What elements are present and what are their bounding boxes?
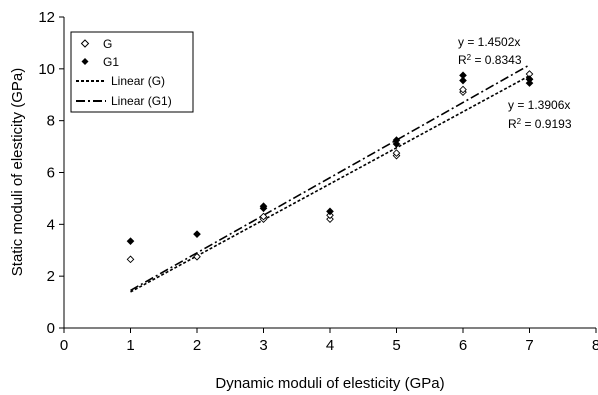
- trendline-linear-g1: [130, 64, 530, 292]
- legend-label-linear-g1: Linear (G1): [111, 94, 172, 108]
- g-data-point: [193, 252, 201, 261]
- x-tick-label: 2: [193, 337, 201, 354]
- g1-data-point: [459, 71, 467, 80]
- legend-filled-diamond-icon: [81, 58, 89, 65]
- y-axis-ticks: 0 2 4 6 8 10 12: [38, 9, 64, 337]
- g1-data-point: [525, 79, 534, 87]
- trend-g-equation: y = 1.3906x R2 = 0.9193: [508, 98, 572, 131]
- x-tick-label: 7: [525, 337, 533, 354]
- g1-data-point: [392, 136, 401, 144]
- trend-g-r2-text: R2 = 0.9193: [508, 117, 572, 132]
- trend-g1-equation: y = 1.4502x R2 = 0.8343: [458, 35, 522, 67]
- legend-item-g1: G1: [81, 55, 119, 69]
- g-data-point: [126, 255, 135, 264]
- trend-g1-r2-text: R2 = 0.8343: [458, 53, 522, 68]
- g1-data-point: [193, 230, 201, 239]
- legend-label-g: G: [103, 37, 112, 51]
- g1-data-point: [259, 202, 268, 211]
- g1-data-point: [126, 237, 135, 246]
- y-tick-label: 8: [47, 113, 55, 130]
- g-data-point: [326, 211, 334, 220]
- legend: G G1 Linear (G) Linear (G1): [70, 31, 194, 113]
- g1-data-point: [326, 207, 334, 216]
- x-tick-label: 5: [392, 337, 400, 354]
- g1-data-point: [525, 75, 534, 84]
- x-tick-label: 0: [60, 337, 68, 354]
- legend-open-diamond-icon: [80, 39, 90, 48]
- legend-box: [70, 31, 194, 113]
- y-tick-label: 12: [38, 9, 55, 26]
- legend-item-g: G: [80, 37, 112, 51]
- x-tick-label: 6: [459, 337, 467, 354]
- x-axis-title: Dynamic moduli of elesticity (GPa): [215, 375, 444, 392]
- y-tick-label: 6: [47, 165, 55, 182]
- x-tick-label: 3: [259, 337, 267, 354]
- g1-data-point: [392, 140, 401, 148]
- x-tick-label: 1: [126, 337, 134, 354]
- legend-item-linear-g: Linear (G): [76, 74, 165, 88]
- y-tick-label: 0: [47, 320, 55, 337]
- g-data-point: [326, 215, 334, 223]
- g-data-point: [459, 85, 467, 94]
- g1-data-point: [459, 76, 467, 85]
- legend-label-linear-g: Linear (G): [111, 74, 165, 88]
- y-tick-label: 4: [47, 216, 55, 233]
- x-tick-label: 4: [326, 337, 334, 354]
- g-data-point: [259, 212, 268, 221]
- g-data-point: [392, 149, 401, 157]
- y-tick-label: 2: [47, 268, 55, 285]
- trend-g1-equation-text: y = 1.4502x: [458, 35, 520, 49]
- x-axis-ticks: 0 1 2 3 4 5 6 7 8: [60, 328, 598, 354]
- y-tick-label: 10: [38, 61, 55, 78]
- data-markers: [126, 70, 534, 264]
- trend-g-equation-text: y = 1.3906x: [508, 98, 570, 112]
- y-axis-title: Static moduli of elesticity (GPa): [9, 68, 26, 276]
- legend-item-linear-g1: Linear (G1): [76, 94, 172, 108]
- legend-label-g1: G1: [103, 55, 119, 69]
- x-tick-label: 8: [592, 337, 598, 354]
